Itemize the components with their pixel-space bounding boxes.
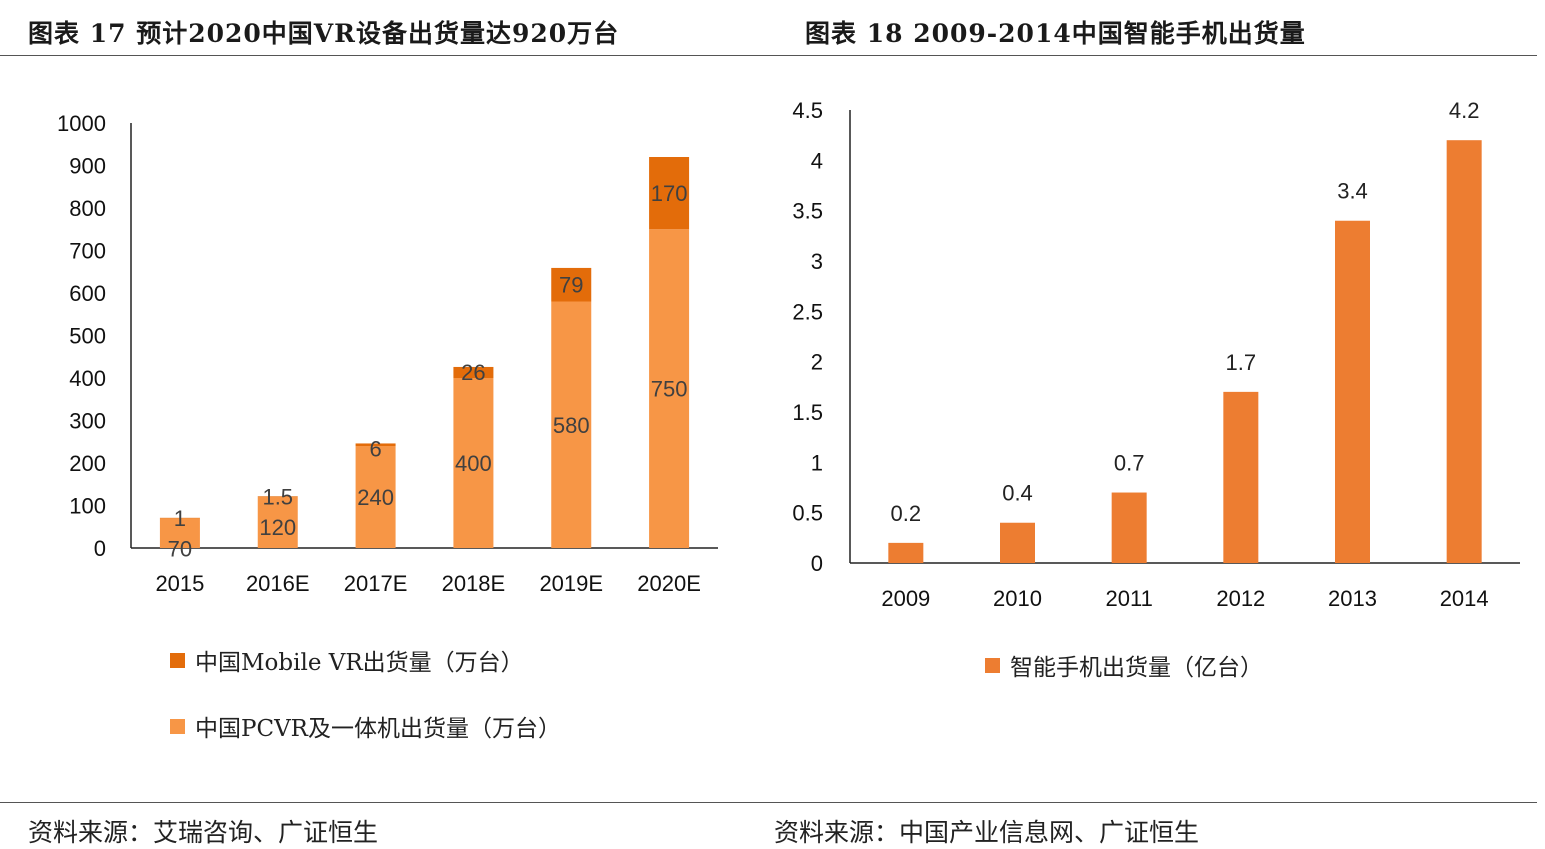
legend-label-pcvr: 中国PCVR及一体机出货量（万台） — [195, 716, 562, 742]
bar-mobile-vr — [355, 443, 396, 446]
y-tick-label: 500 — [69, 324, 106, 349]
data-label-smartphone: 4.2 — [1449, 98, 1480, 123]
bar-pcvr — [257, 497, 298, 548]
legend-swatch-smartphone — [985, 657, 1000, 673]
y-tick-label: 3 — [811, 249, 823, 274]
data-label-mobile-vr: 6 — [369, 436, 381, 461]
data-label-mobile-vr: 26 — [461, 360, 485, 385]
data-label-smartphone: 3.4 — [1337, 179, 1368, 204]
bar-smartphone — [1223, 391, 1259, 563]
y-tick-label: 100 — [69, 494, 106, 519]
legend-item-smartphone: 智能手机出货量（亿台） — [985, 648, 1263, 682]
x-tick-label: 2011 — [1106, 586, 1153, 611]
data-label-pcvr: 120 — [259, 515, 296, 540]
y-tick-label: 3.5 — [792, 199, 823, 224]
x-tick-label: 2020E — [637, 571, 701, 596]
x-tick-label: 2012 — [1216, 586, 1265, 611]
data-label-pcvr: 70 — [168, 536, 192, 561]
bar-smartphone — [1335, 220, 1370, 563]
y-tick-label: 0 — [94, 536, 106, 561]
data-label-smartphone: 1.7 — [1226, 350, 1257, 375]
legend-item-mobile-vr: 中国Mobile VR出货量（万台） — [170, 643, 524, 677]
left-source-note: 资料来源：艾瑞咨询、广证恒生 — [28, 818, 379, 847]
y-tick-label: 400 — [69, 366, 106, 391]
y-tick-label: 800 — [69, 196, 106, 221]
x-tick-label: 2019E — [539, 571, 603, 596]
x-tick-label: 2009 — [881, 586, 930, 611]
x-tick-label: 2018E — [442, 571, 506, 596]
data-label-pcvr: 240 — [357, 485, 394, 510]
legend-label-mobile-vr: 中国Mobile VR出货量（万台） — [195, 650, 524, 676]
right-source-note: 资料来源：中国产业信息网、广证恒生 — [774, 818, 1200, 847]
bar-mobile-vr — [159, 517, 200, 519]
bar-smartphone — [1111, 492, 1147, 563]
y-tick-label: 4.5 — [792, 98, 823, 123]
x-tick-label: 2014 — [1440, 586, 1489, 611]
y-tick-label: 200 — [69, 451, 106, 476]
data-label-mobile-vr: 170 — [651, 181, 688, 206]
y-tick-label: 4 — [811, 148, 823, 173]
data-label-mobile-vr: 79 — [559, 273, 583, 298]
vr-shipments-chart: 0 100 200 300 400 500 600 700 800 900 1000 70 1 2015 1… — [57, 111, 718, 596]
y-tick-label: 1.5 — [792, 400, 823, 425]
legend-label-smartphone: 智能手机出货量（亿台） — [1010, 655, 1263, 681]
bar-mobile-vr — [257, 496, 298, 497]
bar-pcvr — [551, 301, 592, 548]
y-tick-label: 300 — [69, 409, 106, 434]
data-label-pcvr: 580 — [553, 413, 590, 438]
smartphone-shipments-chart: 0 0.5 1 1.5 2 2.5 3 3.5 4 4.5 0.2 2009 0.4 2010 0.7 201… — [792, 98, 1520, 611]
x-tick-label: 2010 — [993, 586, 1042, 611]
y-tick-label: 1000 — [57, 111, 106, 136]
y-tick-label: 0.5 — [792, 501, 823, 526]
data-label-mobile-vr: 1.5 — [262, 484, 293, 509]
bar-smartphone — [1000, 522, 1035, 563]
right-chart-title: 图表 18 2009-2014中国智能手机出货量 — [805, 19, 1306, 48]
bar-smartphone — [1446, 140, 1482, 563]
bar-pcvr — [649, 229, 690, 548]
x-tick-label: 2013 — [1328, 586, 1377, 611]
top-divider — [0, 55, 1537, 56]
bar-smartphone — [888, 542, 924, 563]
y-tick-label: 2.5 — [792, 299, 823, 324]
data-label-pcvr: 400 — [455, 451, 492, 476]
y-tick-label: 900 — [69, 154, 106, 179]
bar-pcvr — [159, 518, 200, 548]
y-tick-label: 0 — [811, 551, 823, 576]
x-tick-label: 2015 — [155, 571, 204, 596]
x-tick-label: 2016E — [246, 571, 310, 596]
legend-item-pcvr: 中国PCVR及一体机出货量（万台） — [170, 709, 561, 743]
x-tick-label: 2017E — [344, 571, 408, 596]
y-tick-label: 700 — [69, 239, 106, 264]
legend-swatch-pcvr — [170, 718, 185, 734]
data-label-pcvr: 750 — [651, 377, 688, 402]
bar-mobile-vr — [551, 267, 592, 302]
bar-mobile-vr — [453, 366, 494, 378]
y-tick-label: 600 — [69, 281, 106, 306]
left-chart-title: 图表 17 预计2020中国VR设备出货量达920万台 — [28, 19, 620, 48]
y-tick-label: 2 — [811, 350, 823, 375]
data-label-mobile-vr: 1 — [174, 506, 186, 531]
data-label-smartphone: 0.2 — [891, 501, 922, 526]
legend-swatch-mobile-vr — [170, 652, 185, 668]
data-label-smartphone: 0.7 — [1114, 451, 1145, 476]
bottom-divider — [0, 802, 1537, 803]
bar-pcvr — [453, 378, 494, 548]
data-label-smartphone: 0.4 — [1002, 481, 1033, 506]
y-tick-label: 1 — [811, 450, 823, 475]
bar-pcvr — [355, 446, 396, 548]
bar-mobile-vr — [649, 157, 690, 230]
